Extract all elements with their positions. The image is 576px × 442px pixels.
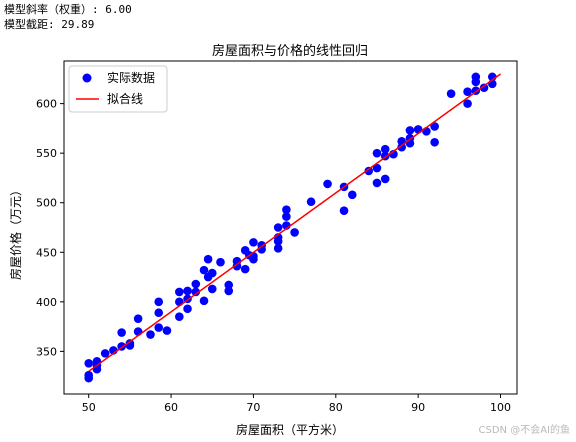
data-point-59 bbox=[364, 166, 374, 176]
data-point-72 bbox=[413, 125, 423, 134]
data-point-0 bbox=[84, 358, 94, 368]
data-point-63 bbox=[380, 144, 390, 154]
data-point-21 bbox=[175, 312, 184, 321]
legend-label-points: 实际数据 bbox=[107, 70, 155, 85]
data-point-18 bbox=[162, 326, 172, 335]
data-point-33 bbox=[216, 257, 225, 267]
data-point-61 bbox=[372, 163, 382, 173]
chart-title: 房屋面积与价格的线性回归 bbox=[212, 43, 368, 59]
data-point-76 bbox=[446, 89, 456, 99]
data-point-15 bbox=[154, 297, 164, 307]
data-point-13 bbox=[133, 314, 143, 323]
data-point-27 bbox=[199, 265, 209, 275]
data-point-49 bbox=[273, 244, 283, 253]
legend-box bbox=[68, 65, 168, 113]
y-tick-label-450: 450 bbox=[36, 246, 57, 259]
y-tick-label-600: 600 bbox=[36, 98, 57, 111]
data-point-68 bbox=[397, 142, 406, 152]
data-point-26 bbox=[191, 287, 201, 297]
data-point-11 bbox=[125, 339, 135, 348]
x-axis-label: 房屋面积（平方米） bbox=[236, 422, 344, 437]
data-point-12 bbox=[133, 327, 143, 336]
data-point-34 bbox=[224, 280, 234, 290]
data-point-77 bbox=[463, 87, 472, 97]
data-point-19 bbox=[175, 287, 184, 297]
y-axis: 350 400 450 500 550 600 bbox=[36, 98, 64, 358]
y-tick-label-550: 550 bbox=[36, 147, 57, 160]
data-point-57 bbox=[339, 206, 349, 215]
data-point-14 bbox=[146, 330, 155, 339]
y-tick-label-350: 350 bbox=[36, 345, 57, 358]
data-point-25 bbox=[191, 279, 201, 289]
data-point-35 bbox=[224, 286, 234, 296]
data-point-32 bbox=[207, 284, 217, 294]
x-tick-label-80: 80 bbox=[329, 401, 343, 414]
data-point-6 bbox=[100, 349, 110, 358]
data-point-17 bbox=[154, 323, 164, 332]
data-point-55 bbox=[323, 179, 332, 189]
data-point-69 bbox=[405, 126, 415, 135]
y-tick-label-500: 500 bbox=[36, 197, 57, 210]
data-point-28 bbox=[199, 296, 209, 306]
data-point-75 bbox=[430, 137, 439, 147]
legend: 实际数据 拟合线 bbox=[68, 65, 168, 113]
data-point-78 bbox=[463, 99, 472, 108]
data-point-41 bbox=[249, 238, 258, 247]
legend-label-line: 拟合线 bbox=[107, 91, 143, 106]
data-point-46 bbox=[273, 223, 283, 232]
y-tick-label-400: 400 bbox=[36, 296, 57, 309]
data-point-58 bbox=[347, 190, 357, 200]
x-axis: 50 60 70 80 90 100 bbox=[82, 394, 511, 414]
data-point-51 bbox=[282, 212, 291, 221]
intercept-readout: 模型截距: 29.89 bbox=[4, 18, 95, 31]
data-point-20 bbox=[175, 297, 184, 307]
x-tick-label-90: 90 bbox=[411, 401, 425, 414]
data-point-54 bbox=[306, 197, 316, 207]
plot-frame bbox=[63, 60, 518, 395]
slope-readout: 模型斜率（权重）: 6.00 bbox=[4, 3, 132, 16]
console-output: 模型斜率（权重）: 6.00 模型截距: 29.89 bbox=[4, 2, 132, 32]
data-point-65 bbox=[380, 174, 390, 184]
data-point-29 bbox=[203, 254, 213, 264]
point-layer bbox=[84, 72, 497, 383]
data-point-43 bbox=[249, 254, 258, 264]
data-point-50 bbox=[282, 205, 291, 214]
data-point-48 bbox=[273, 237, 283, 246]
data-point-16 bbox=[154, 308, 164, 318]
data-point-31 bbox=[207, 268, 217, 278]
data-point-80 bbox=[471, 77, 481, 87]
legend-marker-points bbox=[82, 73, 92, 83]
y-axis-label: 房屋价格（万元） bbox=[8, 184, 23, 280]
data-point-22 bbox=[183, 286, 192, 296]
x-tick-label-50: 50 bbox=[82, 401, 96, 414]
watermark: CSDN @不会AI的鱼 bbox=[478, 425, 570, 436]
line-layer bbox=[88, 73, 501, 372]
data-point-62 bbox=[372, 178, 382, 188]
data-point-2 bbox=[84, 373, 94, 383]
data-point-37 bbox=[232, 261, 242, 271]
data-point-24 bbox=[183, 304, 192, 314]
fit-line bbox=[88, 73, 501, 372]
data-point-8 bbox=[117, 328, 126, 337]
data-point-82 bbox=[479, 83, 489, 93]
x-tick-label-70: 70 bbox=[246, 401, 260, 414]
data-point-60 bbox=[372, 148, 382, 158]
data-point-39 bbox=[240, 264, 250, 274]
x-tick-label-60: 60 bbox=[164, 401, 178, 414]
data-point-53 bbox=[290, 228, 299, 237]
x-tick-label-100: 100 bbox=[490, 401, 511, 414]
data-point-74 bbox=[430, 122, 439, 131]
